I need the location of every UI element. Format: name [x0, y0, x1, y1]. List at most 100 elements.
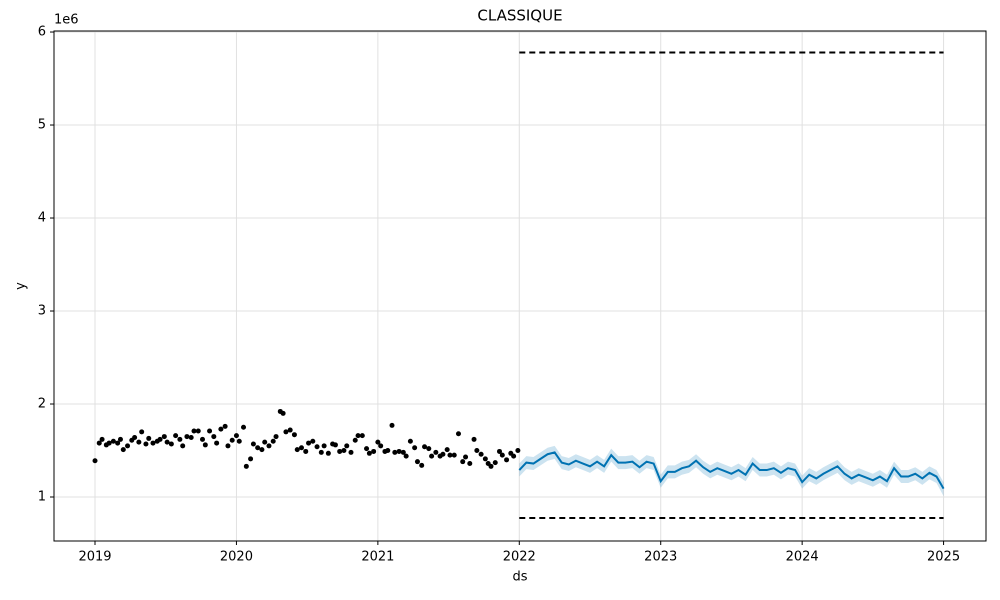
y-tick-label: 5	[38, 118, 46, 133]
observed-point	[255, 445, 261, 451]
observed-point	[125, 443, 131, 449]
observed-point	[132, 434, 138, 440]
observed-point	[168, 441, 174, 447]
observed-point	[229, 437, 235, 443]
observed-point	[225, 443, 231, 449]
observed-point	[150, 440, 156, 446]
observed-point	[173, 433, 179, 439]
observed-point	[310, 438, 316, 444]
observed-point	[146, 435, 152, 441]
observed-point	[199, 436, 205, 442]
observed-point	[191, 428, 197, 434]
y-offset-label: 1e6	[54, 13, 79, 28]
observed-point	[248, 456, 254, 462]
observed-point	[143, 441, 149, 447]
observed-point	[214, 440, 220, 446]
x-tick-label: 2025	[927, 550, 960, 565]
observed-point	[496, 448, 502, 454]
observed-point	[99, 436, 105, 442]
observed-point	[414, 459, 420, 465]
x-tick-label: 2019	[78, 550, 111, 565]
observed-point	[270, 438, 276, 444]
observed-point	[110, 438, 116, 444]
x-tick-label: 2024	[786, 550, 819, 565]
observed-point	[460, 459, 466, 465]
observed-point	[471, 436, 477, 442]
observed-point	[306, 440, 312, 446]
chart-title: CLASSIQUE	[477, 7, 562, 25]
observed-point	[262, 439, 268, 445]
observed-point	[291, 432, 297, 438]
observed-point	[355, 433, 361, 439]
observed-point	[298, 445, 304, 451]
observed-point	[366, 450, 372, 456]
x-tick-label: 2023	[644, 550, 677, 565]
x-tick-label: 2021	[361, 550, 394, 565]
observed-point	[488, 463, 494, 469]
observed-point	[287, 427, 293, 433]
y-tick-label: 2	[38, 397, 46, 412]
observed-point	[463, 454, 469, 460]
observed-point	[318, 449, 324, 455]
observed-point	[433, 449, 439, 455]
observed-point	[280, 410, 286, 416]
observed-point	[344, 443, 350, 449]
observed-point	[325, 450, 331, 456]
observed-point	[243, 463, 249, 469]
observed-point	[188, 434, 194, 440]
observed-point	[378, 443, 384, 449]
observed-point	[359, 433, 365, 439]
x-tick-label: 2022	[503, 550, 536, 565]
observed-point	[396, 448, 402, 454]
uncertainty-band	[519, 445, 944, 497]
x-axis-label: ds	[512, 570, 527, 585]
observed-point	[341, 448, 347, 454]
observed-point	[294, 447, 300, 453]
y-axis-label: y	[14, 282, 29, 290]
observed-point	[303, 448, 309, 454]
observed-point	[515, 448, 521, 454]
observed-point	[364, 446, 370, 452]
observed-point	[218, 426, 224, 432]
observed-point	[222, 423, 228, 429]
plot-frame	[53, 30, 987, 542]
observed-point	[92, 458, 98, 464]
observed-point	[348, 449, 354, 455]
observed-point	[392, 449, 398, 455]
observed-point	[478, 451, 484, 457]
observed-point	[236, 438, 242, 444]
observed-point	[375, 439, 381, 445]
observed-point	[259, 447, 265, 453]
observed-point	[241, 424, 247, 430]
observed-point	[195, 428, 201, 434]
y-tick-label: 3	[38, 304, 46, 319]
observed-point	[389, 422, 395, 428]
observed-point	[467, 461, 473, 467]
observed-point	[164, 439, 170, 445]
observed-point	[474, 448, 480, 454]
observed-point	[371, 448, 377, 454]
observed-point	[332, 442, 338, 448]
observed-point	[429, 453, 435, 459]
observed-point	[385, 448, 391, 454]
observed-point	[250, 441, 256, 447]
observed-point	[207, 428, 213, 434]
observed-point	[440, 451, 446, 457]
observed-point	[139, 429, 145, 435]
observed-point	[400, 449, 406, 455]
observed-point	[499, 452, 505, 458]
observed-point	[492, 460, 498, 466]
observed-point	[117, 436, 123, 442]
observed-point	[352, 437, 358, 443]
x-tick-label: 2020	[220, 550, 253, 565]
observed-point	[211, 434, 217, 440]
observed-point	[455, 431, 461, 437]
observed-point	[426, 446, 432, 452]
observed-point	[273, 434, 279, 440]
observed-point	[511, 453, 517, 459]
forecast-line	[518, 451, 945, 490]
observed-point	[202, 442, 208, 448]
observed-point	[96, 440, 102, 446]
observed-point	[180, 443, 186, 449]
